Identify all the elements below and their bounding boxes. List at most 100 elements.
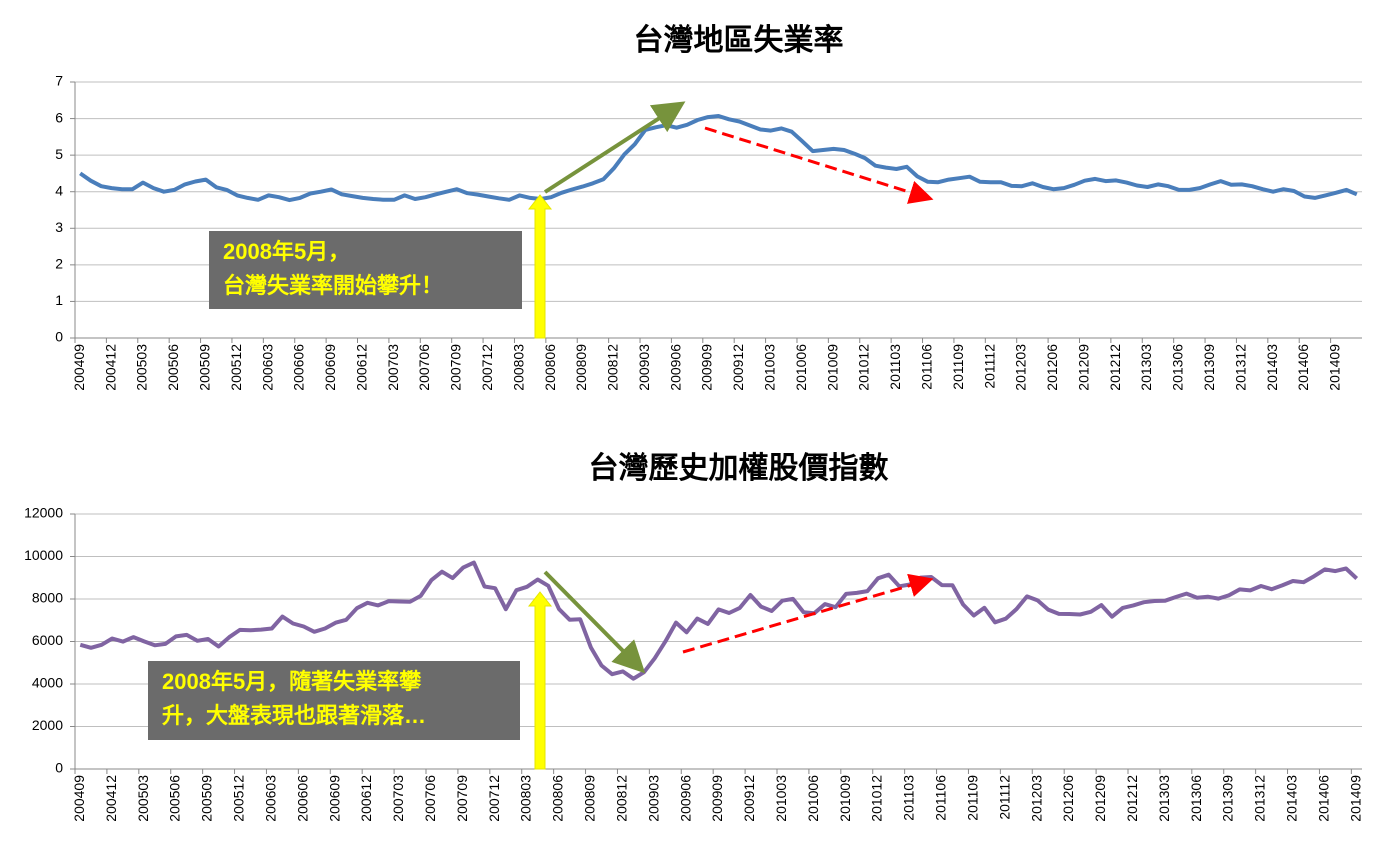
x-tick-label: 201103 [887, 344, 903, 390]
x-tick-label: 200603 [259, 344, 275, 391]
x-tick-label: 201212 [1124, 775, 1140, 822]
x-tick-label: 201403 [1284, 775, 1300, 822]
x-tick-label: 200809 [582, 775, 598, 822]
yellow-arrow [527, 194, 553, 339]
x-tick-label: 200409 [71, 344, 87, 391]
x-tick-label: 201112 [996, 775, 1012, 820]
x-tick-label: 200709 [454, 775, 470, 822]
x-tick-label: 200703 [390, 775, 406, 822]
x-tick-label: 200506 [165, 344, 181, 391]
annotation-text: 升，大盤表現也跟著滑落… [162, 703, 426, 728]
x-tick-label: 201006 [793, 344, 809, 391]
x-tick-label: 200812 [613, 775, 629, 822]
x-tick-label: 201106 [933, 775, 949, 821]
x-tick-label: 200812 [605, 344, 621, 391]
x-tick-label: 200503 [134, 344, 150, 391]
x-tick-label: 201312 [1252, 775, 1268, 822]
x-tick-label: 201303 [1156, 775, 1172, 822]
y-tick-label: 5 [55, 146, 63, 162]
x-tick-label: 200806 [550, 775, 566, 822]
x-tick-label: 200612 [358, 775, 374, 822]
y-tick-label: 0 [55, 760, 63, 776]
x-tick-label: 200912 [741, 775, 757, 822]
x-tick-label: 201212 [1107, 344, 1123, 391]
x-tick-label: 200909 [699, 344, 715, 391]
x-tick-label: 201406 [1315, 775, 1331, 822]
data-line [79, 114, 1358, 203]
x-tick-label: 201306 [1188, 775, 1204, 822]
red-arrow [704, 126, 934, 204]
x-tick-label: 200706 [416, 344, 432, 391]
data-line [79, 560, 1359, 681]
x-tick-label: 201203 [1013, 344, 1029, 391]
x-tick-label: 201403 [1264, 344, 1280, 391]
x-tick-label: 201103 [901, 775, 917, 821]
green-arrow [543, 101, 686, 194]
x-tick-label: 201206 [1044, 344, 1060, 391]
y-tick-label: 2 [55, 256, 63, 272]
annotation-text: 2008年5月，隨著失業率攀 [162, 669, 422, 694]
x-tick-label: 201206 [1060, 775, 1076, 822]
x-tick-label: 201003 [762, 344, 778, 391]
x-tick-label: 200703 [385, 344, 401, 391]
annotation-text: 台灣失業率開始攀升！ [223, 273, 443, 298]
x-tick-label: 200606 [294, 775, 310, 822]
x-tick-label: 200512 [228, 344, 244, 391]
x-tick-label: 201306 [1170, 344, 1186, 391]
y-tick-label: 12000 [24, 505, 63, 521]
x-tick-label: 201009 [837, 775, 853, 822]
yellow-arrow [527, 591, 553, 770]
y-tick-label: 0 [55, 329, 63, 345]
x-tick-label: 200509 [199, 775, 215, 822]
x-tick-label: 200712 [486, 775, 502, 822]
x-tick-label: 201009 [824, 344, 840, 391]
x-tick-label: 200803 [510, 344, 526, 391]
chart-title: 台灣地區失業率 [634, 23, 844, 57]
x-tick-label: 200903 [636, 344, 652, 391]
x-tick-label: 201409 [1327, 344, 1343, 391]
y-tick-label: 2000 [32, 717, 63, 733]
x-tick-label: 201309 [1220, 775, 1236, 822]
red-arrow [682, 573, 934, 654]
x-tick-label: 200903 [645, 775, 661, 822]
chart-title: 台灣歷史加權股價指數 [589, 451, 889, 485]
x-tick-label: 201109 [950, 344, 966, 390]
x-tick-label: 200412 [102, 344, 118, 391]
y-tick-label: 4 [55, 182, 63, 198]
x-tick-label: 201106 [918, 344, 934, 390]
y-tick-label: 10000 [24, 547, 63, 563]
x-tick-label: 200506 [167, 775, 183, 822]
x-tick-label: 200603 [262, 775, 278, 822]
y-tick-label: 8000 [32, 590, 63, 606]
green-arrow [543, 570, 646, 674]
x-tick-label: 200609 [322, 344, 338, 391]
x-tick-label: 201012 [856, 344, 872, 391]
x-tick-label: 201003 [773, 775, 789, 822]
x-tick-label: 200612 [353, 344, 369, 391]
x-tick-label: 200906 [677, 775, 693, 822]
annotation-text: 2008年5月， [223, 239, 350, 264]
x-tick-label: 201012 [869, 775, 885, 822]
x-tick-label: 200409 [71, 775, 87, 822]
annotation-box [148, 661, 520, 740]
x-tick-label: 200412 [103, 775, 119, 822]
x-tick-label: 201309 [1201, 344, 1217, 391]
x-tick-label: 200906 [667, 344, 683, 391]
x-tick-label: 200912 [730, 344, 746, 391]
x-tick-label: 200712 [479, 344, 495, 391]
x-tick-label: 200809 [573, 344, 589, 391]
x-tick-label: 201209 [1092, 775, 1108, 822]
x-tick-label: 200609 [326, 775, 342, 822]
x-tick-label: 200509 [196, 344, 212, 391]
y-tick-label: 6000 [32, 632, 63, 648]
x-tick-label: 200806 [542, 344, 558, 391]
y-tick-label: 1 [55, 292, 63, 308]
y-tick-label: 4000 [32, 675, 63, 691]
x-tick-label: 201409 [1347, 775, 1363, 822]
x-tick-label: 201203 [1028, 775, 1044, 822]
x-tick-label: 201303 [1138, 344, 1154, 391]
x-tick-label: 200803 [518, 775, 534, 822]
y-tick-label: 6 [55, 109, 63, 125]
y-tick-label: 3 [55, 219, 63, 235]
